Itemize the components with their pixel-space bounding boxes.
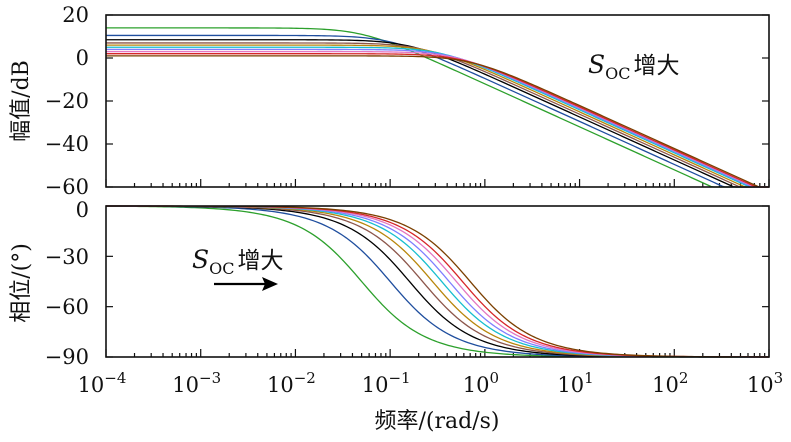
- phase-series-line-7: [106, 205, 769, 358]
- phase-series-line-3: [106, 205, 769, 358]
- x-tick-label: 10−3: [172, 369, 221, 397]
- magnitude-y-tick-label: −40: [45, 132, 89, 156]
- x-axis-label: 频率/(rad/s): [375, 409, 500, 434]
- annotation-subscript: OC: [605, 64, 630, 83]
- x-tick-labels: 10−4 10−3 10−2 10−1 100 101 102 103: [78, 369, 784, 397]
- phase-y-tick-label: −90: [45, 345, 89, 369]
- phase-series-line-6: [106, 205, 770, 358]
- annotation-text: 增大: [634, 53, 680, 79]
- phase-series-line-1: [105, 205, 770, 358]
- x-tick-label: 10−1: [362, 369, 411, 397]
- magnitude-y-tick-label: 20: [62, 3, 89, 27]
- x-tick-exponent: −3: [199, 369, 221, 387]
- annotation-text: 增大: [238, 248, 284, 274]
- magnitude-series-line-9: [106, 53, 769, 188]
- top-axis-ticks: [105, 14, 770, 188]
- x-tick-base: 10: [78, 373, 105, 397]
- magnitude-series-group: [106, 27, 769, 188]
- x-tick-label: 101: [557, 369, 593, 397]
- bottom-axis-ticks: [105, 205, 770, 358]
- x-tick-base: 10: [652, 373, 679, 397]
- annotation-symbol: S: [192, 245, 209, 274]
- x-tick-base: 10: [362, 373, 389, 397]
- x-tick-exponent: −2: [294, 369, 316, 387]
- magnitude-annotation: SOC 增大: [588, 50, 680, 83]
- magnitude-y-tick-label: −60: [45, 175, 89, 199]
- phase-series-line-9: [106, 205, 769, 358]
- phase-y-tick-label: 0: [76, 198, 89, 222]
- x-tick-label: 103: [747, 369, 783, 397]
- x-tick-base: 10: [557, 373, 584, 397]
- x-tick-exponent: 3: [774, 369, 784, 387]
- magnitude-y-tick-labels: 20 0 −20 −40 −60: [45, 3, 89, 199]
- x-tick-base: 10: [747, 373, 774, 397]
- magnitude-series-line-1: [106, 27, 769, 188]
- phase-series-line-2: [106, 205, 769, 358]
- phase-series-line-5: [105, 205, 769, 358]
- phase-y-tick-label: −30: [45, 245, 89, 269]
- x-tick-label: 100: [463, 369, 499, 397]
- annotation-arrow: [214, 277, 278, 291]
- x-tick-base: 10: [267, 373, 294, 397]
- magnitude-y-tick-label: −20: [45, 89, 89, 113]
- x-tick-base: 10: [463, 373, 490, 397]
- phase-y-tick-labels: 0 −30 −60 −90: [45, 198, 89, 369]
- magnitude-y-tick-label: 0: [76, 46, 89, 70]
- phase-y-tick-label: −60: [45, 295, 89, 319]
- phase-y-axis-label: 相位/(°): [9, 243, 34, 323]
- x-tick-exponent: 1: [584, 369, 594, 387]
- phase-series-line-8: [106, 205, 769, 358]
- phase-annotation: SOC 增大: [192, 245, 284, 278]
- phase-series-group: [105, 205, 770, 358]
- magnitude-series-line-7: [106, 48, 769, 188]
- annotation-symbol: S: [588, 50, 605, 79]
- x-tick-exponent: 2: [679, 369, 689, 387]
- x-tick-exponent: −4: [104, 369, 126, 387]
- magnitude-series-line-6: [106, 46, 769, 188]
- x-tick-label: 10−2: [267, 369, 316, 397]
- annotation-subscript: OC: [209, 259, 234, 278]
- x-tick-exponent: −1: [388, 369, 410, 387]
- magnitude-series-line-10: [106, 55, 769, 188]
- x-tick-label: 102: [652, 369, 688, 397]
- arrow-head: [262, 277, 278, 291]
- magnitude-plot-frame: [105, 14, 770, 188]
- x-tick-exponent: 0: [489, 369, 499, 387]
- phase-plot-frame: [105, 205, 770, 358]
- phase-series-line-4: [105, 205, 769, 358]
- x-tick-base: 10: [172, 373, 199, 397]
- phase-series-line-10: [106, 205, 769, 358]
- magnitude-y-axis-label: 幅值/dB: [9, 60, 34, 142]
- x-tick-label: 10−4: [78, 369, 127, 397]
